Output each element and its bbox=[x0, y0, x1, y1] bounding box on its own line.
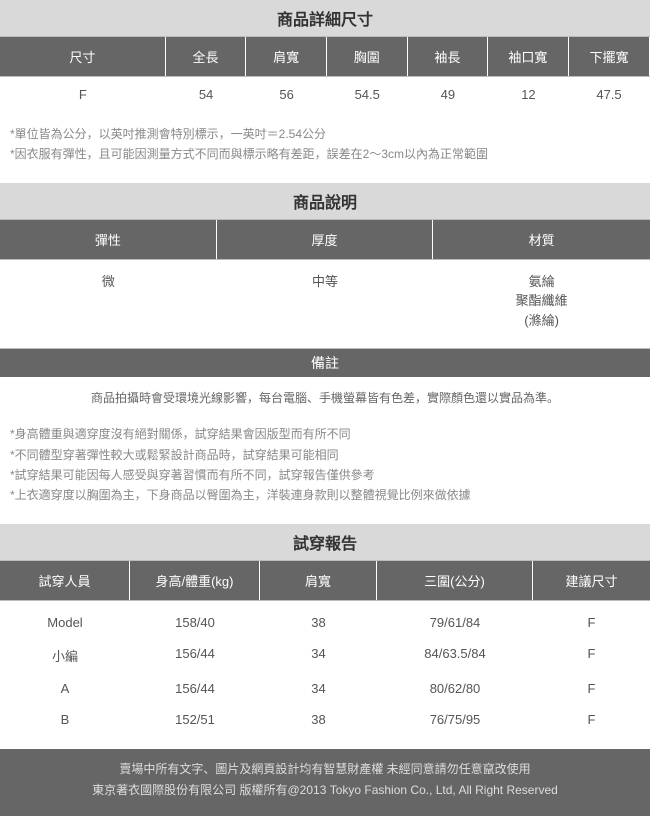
remark-note-line: *身高體重與適穿度沒有絕對關係，試穿結果會因版型而有所不同 bbox=[10, 424, 640, 444]
size-data-cell: 49 bbox=[408, 87, 489, 102]
try-header-cell: 三圍(公分) bbox=[377, 561, 533, 600]
try-cell: F bbox=[533, 613, 650, 632]
try-cell: 76/75/95 bbox=[377, 710, 533, 729]
desc-data-cell: 氨綸 聚酯纖維 (滌綸) bbox=[433, 272, 650, 331]
try-header-cell: 建議尺寸 bbox=[533, 561, 650, 600]
try-section-title: 試穿報告 bbox=[0, 524, 650, 561]
try-header-cell: 身高/體重(kg) bbox=[130, 561, 260, 600]
size-data-cell: F bbox=[0, 87, 166, 102]
remark-text: 商品拍攝時會受環境光線影響，每台電腦、手機螢幕皆有色差，實際顏色還以實品為準。 bbox=[0, 377, 650, 424]
footer-line: 賣場中所有文字、圖片及網頁設計均有智慧財產權 未經同意請勿任意竄改使用 bbox=[10, 759, 640, 781]
try-row: 小編 156/44 34 84/63.5/84 F bbox=[0, 638, 650, 673]
try-cell: 80/62/80 bbox=[377, 679, 533, 698]
size-data-cell: 47.5 bbox=[569, 87, 650, 102]
footer: 賣場中所有文字、圖片及網頁設計均有智慧財產權 未經同意請勿任意竄改使用 東京著衣… bbox=[0, 749, 650, 816]
desc-data-cell: 微 bbox=[0, 272, 217, 331]
try-cell: 34 bbox=[260, 644, 377, 667]
try-cell: 79/61/84 bbox=[377, 613, 533, 632]
try-cell: 158/40 bbox=[130, 613, 260, 632]
try-row: A 156/44 34 80/62/80 F bbox=[0, 673, 650, 704]
try-header-cell: 試穿人員 bbox=[0, 561, 130, 600]
try-cell: 小編 bbox=[0, 644, 130, 667]
desc-header-cell: 彈性 bbox=[0, 220, 217, 259]
size-data-row: F 54 56 54.5 49 12 47.5 bbox=[0, 77, 650, 116]
size-header-cell: 尺寸 bbox=[0, 37, 166, 76]
desc-section-title: 商品說明 bbox=[0, 183, 650, 220]
size-header-cell: 袖口寬 bbox=[488, 37, 569, 76]
size-header-cell: 下擺寬 bbox=[569, 37, 650, 76]
try-cell: 34 bbox=[260, 679, 377, 698]
desc-header-cell: 厚度 bbox=[217, 220, 434, 259]
size-note-line: *因衣服有彈性，且可能因測量方式不同而與標示略有差距，誤差在2～3cm以內為正常… bbox=[10, 144, 640, 164]
size-data-cell: 56 bbox=[246, 87, 327, 102]
try-cell: B bbox=[0, 710, 130, 729]
remark-note-line: *上衣適穿度以胸圍為主，下身商品以臀圍為主，洋裝連身款則以整體視覺比例來做依據 bbox=[10, 485, 640, 505]
size-data-cell: 54.5 bbox=[327, 87, 408, 102]
desc-data-row: 微 中等 氨綸 聚酯纖維 (滌綸) bbox=[0, 260, 650, 350]
size-note-line: *單位皆為公分，以英吋推測會特別標示，一英吋＝2.54公分 bbox=[10, 124, 640, 144]
try-cell: 152/51 bbox=[130, 710, 260, 729]
size-section-title: 商品詳細尺寸 bbox=[0, 0, 650, 37]
desc-data-cell: 中等 bbox=[217, 272, 434, 331]
try-row: B 152/51 38 76/75/95 F bbox=[0, 704, 650, 735]
try-cell: 38 bbox=[260, 710, 377, 729]
size-notes: *單位皆為公分，以英吋推測會特別標示，一英吋＝2.54公分 *因衣服有彈性，且可… bbox=[0, 116, 650, 183]
desc-header-cell: 材質 bbox=[433, 220, 650, 259]
size-header-cell: 袖長 bbox=[408, 37, 489, 76]
size-data-cell: 12 bbox=[488, 87, 569, 102]
try-cell: F bbox=[533, 679, 650, 698]
size-header-cell: 全長 bbox=[166, 37, 247, 76]
try-header-row: 試穿人員 身高/體重(kg) 肩寬 三圍(公分) 建議尺寸 bbox=[0, 561, 650, 601]
try-cell: 84/63.5/84 bbox=[377, 644, 533, 667]
try-cell: F bbox=[533, 710, 650, 729]
try-cell: 156/44 bbox=[130, 644, 260, 667]
try-data-block: Model 158/40 38 79/61/84 F 小編 156/44 34 … bbox=[0, 601, 650, 749]
try-cell: 38 bbox=[260, 613, 377, 632]
remark-banner: 備註 bbox=[0, 349, 650, 377]
remark-note-line: *試穿結果可能因每人感受與穿著習慣而有所不同，試穿報告僅供參考 bbox=[10, 465, 640, 485]
remark-note-line: *不同體型穿著彈性較大或鬆緊設計商品時，試穿結果可能相同 bbox=[10, 445, 640, 465]
remark-notes: *身高體重與適穿度沒有絕對關係，試穿結果會因版型而有所不同 *不同體型穿著彈性較… bbox=[0, 424, 650, 524]
try-cell: A bbox=[0, 679, 130, 698]
size-header-row: 尺寸 全長 肩寬 胸圍 袖長 袖口寬 下擺寬 bbox=[0, 37, 650, 77]
try-cell: 156/44 bbox=[130, 679, 260, 698]
footer-line: 東京著衣國際股份有限公司 版權所有@2013 Tokyo Fashion Co.… bbox=[10, 780, 640, 802]
size-data-cell: 54 bbox=[166, 87, 247, 102]
try-header-cell: 肩寬 bbox=[260, 561, 377, 600]
try-cell: F bbox=[533, 644, 650, 667]
size-header-cell: 胸圍 bbox=[327, 37, 408, 76]
try-row: Model 158/40 38 79/61/84 F bbox=[0, 607, 650, 638]
size-header-cell: 肩寬 bbox=[246, 37, 327, 76]
try-cell: Model bbox=[0, 613, 130, 632]
desc-header-row: 彈性 厚度 材質 bbox=[0, 220, 650, 260]
